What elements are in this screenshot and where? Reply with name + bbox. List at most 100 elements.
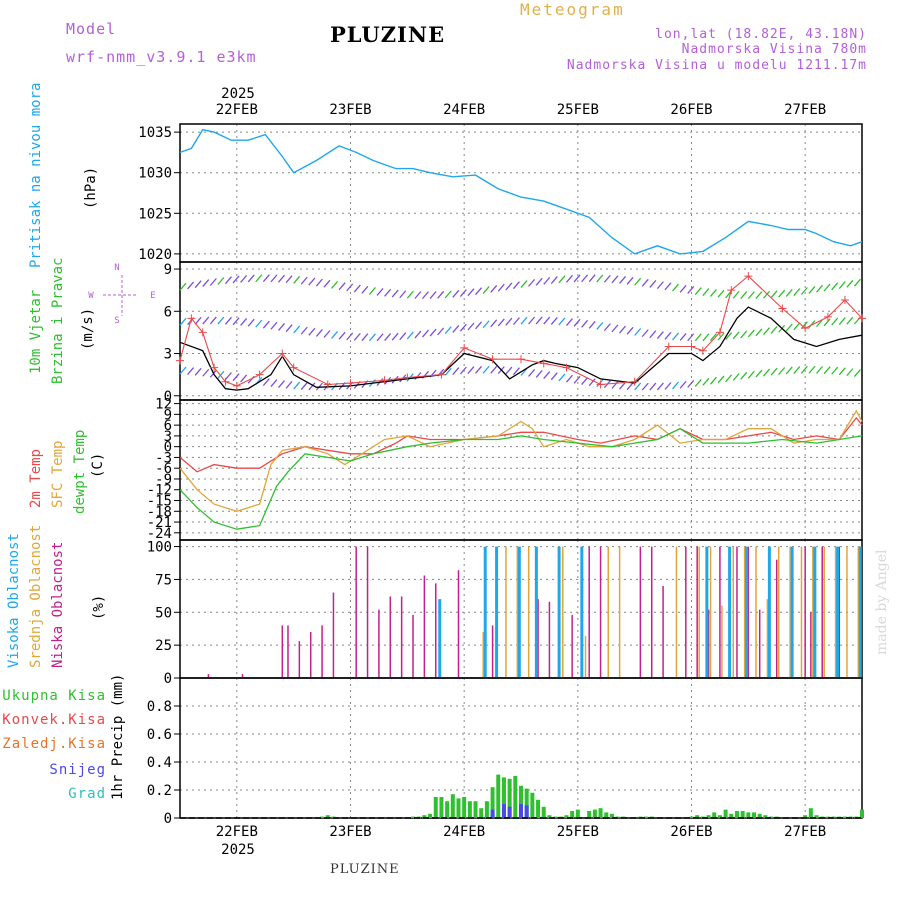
wind-arrow-0-34	[437, 290, 445, 299]
ytick-label-temperature-7: -9	[155, 472, 172, 488]
wind-arrow-2-15	[293, 381, 301, 390]
wind-arrow-1-45	[520, 316, 528, 325]
wind-arrow-2-70	[709, 376, 717, 385]
precip-bar-0-52	[740, 811, 745, 818]
wind-arrow-2-75	[747, 370, 755, 379]
wind-arrow-2-6	[224, 372, 232, 380]
wind-speed-line	[179, 306, 863, 391]
gust-marker-7	[278, 349, 287, 358]
wind-arrow-1-15	[293, 325, 301, 334]
ytick-label-temperature-2: 6	[164, 418, 172, 434]
temp-line-2	[179, 427, 863, 530]
ytick-label-precipitation-4: 0.8	[147, 699, 172, 715]
wind-arrow-2-63	[656, 382, 664, 391]
wind-arrow-1-55	[596, 322, 604, 330]
ytick-label-temperature-1: 9	[164, 407, 172, 423]
wind-arrow-0-77	[762, 290, 770, 299]
gust-marker-6	[255, 370, 264, 379]
wind-arrow-1-70	[709, 333, 717, 341]
wind-arrow-2-48	[543, 371, 551, 379]
wind-arrow-2-44	[512, 367, 520, 376]
wind-arrow-1-2	[194, 316, 202, 325]
wind-arrow-1-43	[505, 317, 513, 326]
wind-arrow-1-47	[535, 316, 543, 325]
wind-gust-line	[179, 275, 863, 387]
compass-s: S	[114, 316, 119, 326]
wind-arrow-2-2	[194, 367, 202, 376]
wind-arrow-2-89	[853, 369, 861, 377]
gust-marker-31	[858, 314, 866, 323]
wind-arrow-1-53	[581, 319, 589, 328]
compass-n: N	[114, 263, 119, 273]
precip-bar-1-0	[490, 809, 495, 818]
wind-arrow-1-56	[603, 323, 611, 332]
wind-arrow-1-69	[702, 333, 710, 342]
wind-arrow-0-17	[308, 277, 316, 286]
wind-arrow-1-42	[497, 318, 505, 327]
legend-frozen: Zaledj.Kisa	[2, 736, 106, 752]
top-date-4: 26FEB	[670, 102, 712, 118]
wind-arrow-0-70	[709, 289, 717, 297]
wind-arrow-0-89	[853, 278, 861, 287]
wind-arrow-2-72	[725, 374, 733, 383]
wind-arrow-0-7	[232, 275, 240, 284]
gust-marker-20	[630, 377, 639, 386]
precip-bar-0-7	[433, 797, 438, 818]
wind-arrow-1-3	[202, 316, 210, 325]
ytick-label-temperature-6: -6	[155, 461, 172, 477]
ytick-label-precipitation-3: 0.6	[147, 727, 172, 743]
wind-arrow-0-83	[808, 285, 816, 294]
wind-arrow-0-2	[194, 280, 202, 289]
wind-arrow-1-60	[634, 328, 642, 336]
gust-marker-13	[437, 370, 446, 379]
precip-bar-0-50	[729, 813, 734, 818]
wind-arrow-0-18	[315, 278, 323, 287]
wind-arrow-1-54	[588, 320, 596, 329]
wind-arrow-1-48	[543, 316, 551, 325]
wind-arrow-0-23	[353, 284, 361, 293]
wind-arrow-1-71	[717, 332, 725, 341]
precip-bar-0-5	[422, 815, 427, 818]
wind-arrow-2-79	[778, 367, 786, 375]
ytick-label-temperature-0: 12	[155, 397, 172, 413]
precip-bar-0-27	[547, 815, 552, 818]
top-date-2: 24FEB	[443, 102, 485, 118]
gust-marker-26	[744, 272, 753, 281]
precip-bar-0-34	[592, 809, 597, 818]
wind-arrow-1-51	[565, 318, 573, 326]
wind-arrow-1-0	[179, 317, 187, 326]
wind-arrow-0-6	[224, 276, 232, 285]
gust-marker-28	[801, 324, 810, 333]
wind-arrow-0-55	[596, 274, 604, 283]
wind-arrow-2-85	[823, 366, 831, 375]
wind-arrow-1-41	[490, 319, 498, 328]
wind-arrow-2-45	[520, 368, 528, 376]
gust-marker-11	[380, 376, 389, 385]
wind-arrow-0-15	[293, 275, 301, 284]
ytick-label-precipitation-2: 0.4	[147, 755, 172, 771]
wind-arrow-1-65	[672, 332, 680, 341]
compass-e: E	[150, 291, 155, 301]
wind-arrow-2-41	[490, 365, 498, 374]
gust-marker-21	[664, 342, 673, 351]
wind-arrow-1-22	[346, 332, 354, 341]
wind-arrow-2-55	[596, 379, 604, 388]
ytick-label-temperature-3: 3	[164, 429, 172, 445]
gust-marker-17	[539, 359, 548, 368]
ytick-label-temperature-12: -24	[147, 526, 172, 542]
wind-arrow-0-25	[368, 286, 376, 295]
gust-marker-19	[596, 380, 605, 389]
precip-bar-0-44	[695, 815, 700, 818]
ytick-label-temperature-10: -18	[147, 504, 172, 520]
wind-arrow-1-77	[762, 327, 770, 336]
wind-arrow-2-16	[300, 382, 308, 391]
precip-bar-0-25	[536, 799, 541, 818]
wind-arrow-0-49	[550, 276, 558, 284]
model-name: wrf-nmm_v3.9.1 e3km	[66, 48, 257, 66]
wind-arrow-2-49	[550, 372, 558, 381]
wind-arrow-1-80	[785, 323, 793, 332]
wind-arrow-2-60	[634, 382, 642, 391]
wind-arrow-0-27	[384, 288, 392, 297]
page-title: PLUZINE	[330, 22, 446, 47]
top-date-1: 23FEB	[329, 102, 371, 118]
